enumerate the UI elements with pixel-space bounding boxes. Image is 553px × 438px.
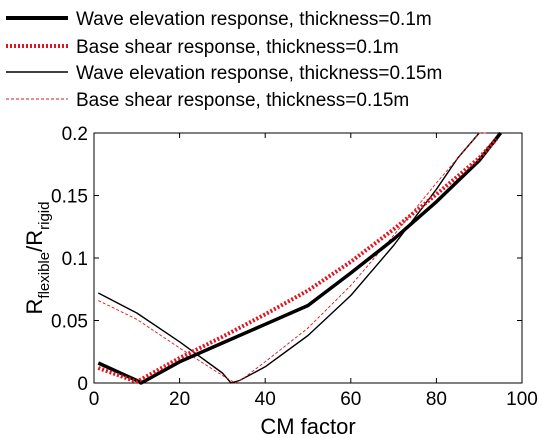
x-tick-label: 60 [340,389,361,410]
x-tick-label: 100 [506,389,538,410]
y-tick-label: 0.1 [62,249,88,270]
y-label-main-1: R [22,299,47,315]
series-line-1 [97,137,498,384]
y-label-slash: / [22,245,47,252]
y-label-sub-2: rigid [36,202,53,230]
y-label-main-2: R [22,230,47,246]
legend-label-wave-0.1: Wave elevation response, thickness=0.1m [76,9,432,30]
y-label-sub-1: flexible [36,252,53,299]
series-line-0 [97,131,502,385]
x-tick-label: 20 [169,389,190,410]
series-layer [97,131,502,385]
legend-label-shear-0.15: Base shear response, thickness=0.15m [76,90,409,111]
ticks-layer: 0 20 40 60 80 100 0 0.05 0.1 0.15 0.2 [51,124,538,410]
legend-label-shear-0.1: Base shear response, thickness=0.1m [76,37,399,58]
plot-frame [93,132,523,384]
x-tick-label: 80 [426,389,447,410]
svg-text:Rflexible/Rrigid: Rflexible/Rrigid [22,202,53,315]
series-line-3 [98,132,488,384]
y-tick-label: 0.15 [51,187,88,208]
y-tick-label: 0 [77,374,88,395]
x-tick-label: 40 [255,389,276,410]
y-axis-label: Rflexible/Rrigid [22,202,53,315]
series-line-2 [97,132,480,384]
x-axis-label: CM factor [260,414,355,438]
y-tick-label: 0.05 [51,312,88,333]
y-tick-label: 0.2 [62,124,88,145]
x-tick-label: 0 [89,389,100,410]
legend-label-wave-0.15: Wave elevation response, thickness=0.15m [76,63,442,84]
plot-area: 0 20 40 60 80 100 0 0.05 0.1 0.15 0.2 [51,124,538,410]
legend: Wave elevation response, thickness=0.1m … [6,9,442,111]
